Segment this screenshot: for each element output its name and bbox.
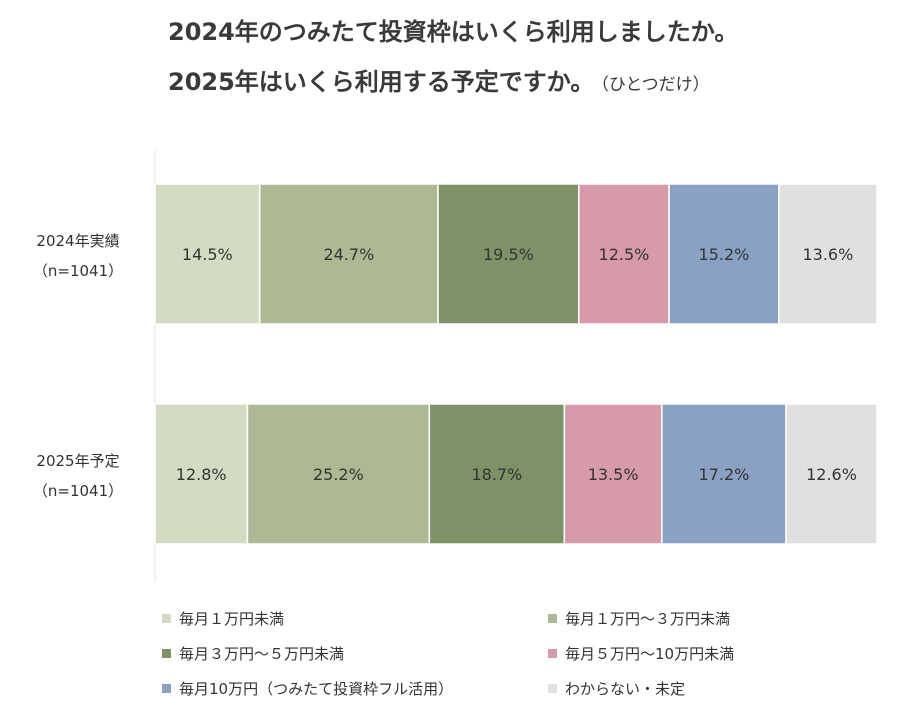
chart-title-note: （ひとつだけ）	[600, 75, 710, 95]
bar-segment-0-0	[154, 183, 261, 325]
legend-swatch-3	[548, 649, 557, 658]
data-label-1-5: 12.6%	[806, 465, 857, 484]
legend-label-2: 毎月３万円～５万円未満	[179, 645, 345, 663]
bar-segment-0-4	[668, 183, 780, 325]
chart-title-text-2: 2025年はいくら利用する予定ですか。	[168, 68, 595, 96]
bar-segment-1-5	[785, 403, 878, 545]
legend-label-5: わからない・未定	[565, 680, 686, 698]
category-label-0: 2024年実績	[36, 232, 119, 250]
data-label-0-3: 12.5%	[599, 245, 650, 264]
legend-item-5: わからない・未定	[548, 678, 685, 699]
legend-swatch-4	[162, 684, 171, 693]
data-label-1-3: 13.5%	[588, 465, 639, 484]
legend-label-0: 毎月１万円未満	[179, 610, 285, 628]
legend-swatch-0	[162, 614, 171, 623]
chart-title-line-1: 2024年のつみたて投資枠はいくら利用しましたか。	[168, 12, 738, 47]
chart-title-line-2: 2025年はいくら利用する予定ですか。 （ひとつだけ）	[168, 62, 710, 97]
legend-swatch-1	[548, 614, 557, 623]
legend-swatch-5	[548, 684, 557, 693]
legend-label-4: 毎月10万円（つみたて投資枠フル活用）	[179, 680, 454, 698]
legend-label-3: 毎月５万円～10万円未満	[565, 645, 735, 663]
legend-item-4: 毎月10万円（つみたて投資枠フル活用）	[162, 678, 453, 699]
data-label-1-2: 18.7%	[471, 465, 522, 484]
bar-segment-1-0	[154, 403, 249, 545]
bar-segment-0-3	[578, 183, 670, 325]
bar-segment-1-4	[661, 403, 787, 545]
bar-segment-0-5	[778, 183, 878, 325]
bar-segment-1-3	[563, 403, 663, 545]
data-label-1-0: 12.8%	[176, 465, 227, 484]
data-label-0-2: 19.5%	[483, 245, 534, 264]
legend-item-2: 毎月３万円～５万円未満	[162, 643, 344, 664]
category-label-1: 2025年予定	[36, 452, 119, 470]
data-label-0-4: 15.2%	[699, 245, 750, 264]
legend-swatch-2	[162, 649, 171, 658]
data-label-1-4: 17.2%	[699, 465, 750, 484]
category-sublabel-0: （n=1041）	[33, 262, 123, 280]
bar-segment-1-1	[246, 403, 431, 545]
category-sublabel-1: （n=1041）	[33, 482, 123, 500]
legend-item-1: 毎月１万円～３万円未満	[548, 608, 730, 629]
bar-segment-0-2	[437, 183, 580, 325]
data-label-0-1: 24.7%	[323, 245, 374, 264]
data-label-0-5: 13.6%	[802, 245, 853, 264]
data-label-0-0: 14.5%	[182, 245, 233, 264]
chart-title-text-1: 2024年のつみたて投資枠はいくら利用しましたか。	[168, 18, 739, 46]
legend-item-3: 毎月５万円～10万円未満	[548, 643, 734, 664]
data-label-1-1: 25.2%	[313, 465, 364, 484]
legend-label-1: 毎月１万円～３万円未満	[565, 610, 731, 628]
legend-item-0: 毎月１万円未満	[162, 608, 284, 629]
bar-segment-0-1	[258, 183, 439, 325]
